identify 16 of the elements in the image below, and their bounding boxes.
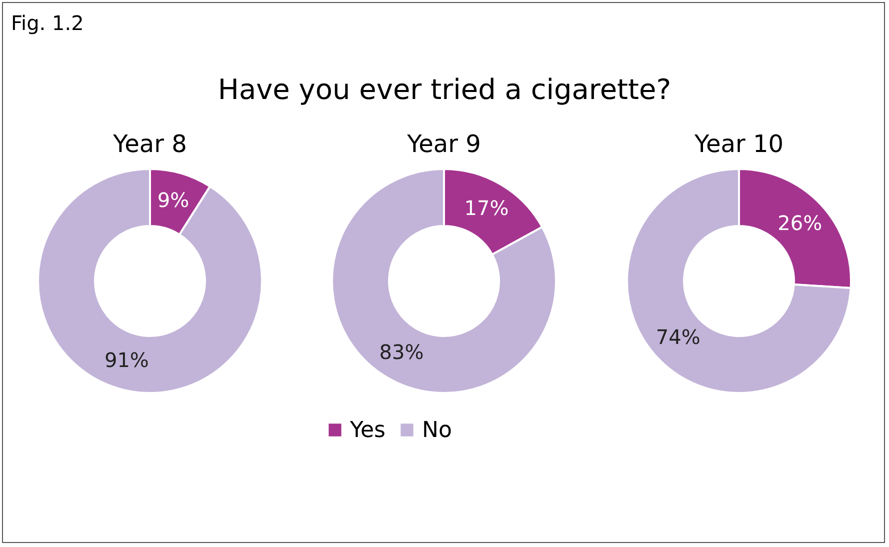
- data-label: 9%: [158, 188, 190, 212]
- data-label: 91%: [104, 348, 150, 372]
- chart-title: Year 8: [112, 130, 188, 158]
- text: Have you ever tried a cigarette?: [216, 73, 672, 106]
- caption: Fig. 1.2: [11, 11, 84, 35]
- data-label: 26%: [777, 210, 822, 235]
- data-label: 83%: [380, 340, 424, 364]
- legend-label: No: [422, 418, 452, 443]
- donut-slice: [332, 168, 558, 394]
- data-label: 74%: [656, 325, 700, 350]
- donut-slice: [37, 168, 264, 394]
- chart-title: Year 10: [693, 130, 784, 158]
- legend-label: Yes: [349, 418, 386, 443]
- chart-title: Year 9: [406, 130, 482, 158]
- donut-slice: [626, 168, 852, 394]
- data-label: 17%: [464, 196, 510, 220]
